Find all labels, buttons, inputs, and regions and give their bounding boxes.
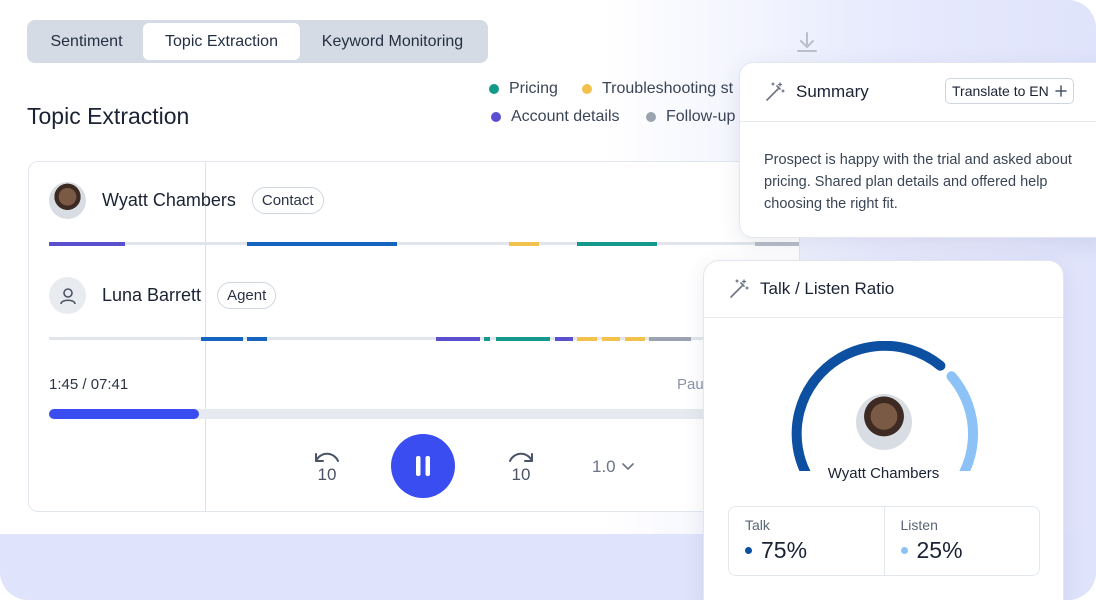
translate-label: Translate to EN <box>952 83 1049 99</box>
summary-title: Summary <box>796 82 869 101</box>
divider <box>740 121 1096 122</box>
talk-listen-gauge <box>791 341 979 471</box>
troubleshooting-dot <box>582 84 592 94</box>
playback-progress[interactable] <box>49 409 799 419</box>
chevron-down-icon <box>621 463 634 471</box>
tab-sentiment[interactable]: Sentiment <box>50 32 123 50</box>
account-dot <box>491 112 501 122</box>
talk-listen-title: Talk / Listen Ratio <box>760 279 895 298</box>
forward-10-icon: 10 <box>509 452 533 483</box>
legend-label: Account details <box>511 108 620 125</box>
playback-time: 1:45 / 07:41 <box>49 376 129 393</box>
legend-item-followup: Follow-up <box>646 108 735 126</box>
magic-wand-icon <box>730 279 749 298</box>
participant-name: Wyatt Chambers <box>102 190 236 210</box>
page-title: Topic Extraction <box>27 103 190 129</box>
pause-icon <box>416 456 430 476</box>
followup-dot <box>646 112 656 122</box>
role-badge: Contact <box>251 187 324 214</box>
legend-label: Follow-up <box>666 108 736 125</box>
skip-forward-button[interactable]: 10 <box>505 449 537 483</box>
plus-icon <box>1055 85 1067 97</box>
speed-value: 1.0 <box>592 457 616 476</box>
listen-stat: Listen 25% <box>883 507 1040 575</box>
rewind-10-icon: 10 <box>315 452 339 483</box>
listen-value: 25% <box>900 537 1024 564</box>
ratio-stats: Talk 75% Listen 25% <box>728 506 1040 576</box>
analysis-tabs: Sentiment Topic Extraction Keyword Monit… <box>27 20 488 63</box>
agent-topic-track <box>49 336 799 341</box>
divider <box>704 317 1063 318</box>
skip-back-button[interactable]: 10 <box>311 449 343 483</box>
role-badge: Agent <box>217 282 277 309</box>
legend-label: Pricing <box>509 80 558 97</box>
legend-label: Troubleshooting st <box>602 80 734 97</box>
contact-topic-track <box>49 241 799 246</box>
topic-legend: Pricing Troubleshooting st Account detai… <box>480 76 740 136</box>
listen-value-text: 25% <box>916 537 963 563</box>
summary-card: Summary Translate to EN Prospect is happ… <box>739 62 1096 238</box>
speaker-name: Wyatt Chambers <box>827 465 940 482</box>
summary-text: Prospect is happy with the trial and ask… <box>764 152 1072 212</box>
person-icon <box>59 287 76 304</box>
skip-forward-label: 10 <box>512 465 531 483</box>
listen-label: Listen <box>900 517 938 533</box>
agent-avatar <box>49 277 86 314</box>
translate-button[interactable]: Translate to EN <box>945 78 1074 104</box>
talk-dot <box>745 547 752 554</box>
legend-item-account: Account details <box>491 108 620 126</box>
listen-arc <box>946 371 979 471</box>
download-icon[interactable] <box>795 30 819 61</box>
summary-header: Summary <box>764 81 869 103</box>
tab-topic-extraction[interactable]: Topic Extraction <box>143 23 300 60</box>
legend-item-troubleshooting: Troubleshooting st <box>582 80 733 98</box>
pricing-dot <box>489 84 499 94</box>
talk-stat: Talk 75% <box>729 507 884 575</box>
tab-keyword-monitoring[interactable]: Keyword Monitoring <box>321 32 464 50</box>
call-panel: Wyatt Chambers Contact Luna Barrett Agen… <box>28 161 800 512</box>
talk-label: Talk <box>745 517 770 533</box>
speaker-avatar <box>856 394 912 450</box>
talk-arc <box>791 341 946 471</box>
participant-name: Luna Barrett <box>102 285 202 305</box>
talk-listen-header: Talk / Listen Ratio <box>728 278 894 300</box>
playback-status: Pau <box>677 376 704 393</box>
speed-select[interactable]: 1.0 <box>592 457 634 477</box>
skip-back-label: 10 <box>318 465 337 483</box>
talk-value-text: 75% <box>761 537 808 563</box>
contact-avatar <box>49 182 86 219</box>
participant-contact: Wyatt Chambers Contact <box>49 182 324 219</box>
legend-item-pricing: Pricing <box>489 80 558 98</box>
pause-button[interactable] <box>391 434 455 498</box>
talk-listen-card: Talk / Listen Ratio Wyatt Chambers Talk … <box>703 260 1064 600</box>
progress-fill <box>49 409 199 419</box>
talk-value: 75% <box>745 537 868 564</box>
participant-agent: Luna Barrett Agent <box>49 277 277 314</box>
magic-wand-icon <box>766 82 785 101</box>
listen-dot <box>900 547 908 554</box>
